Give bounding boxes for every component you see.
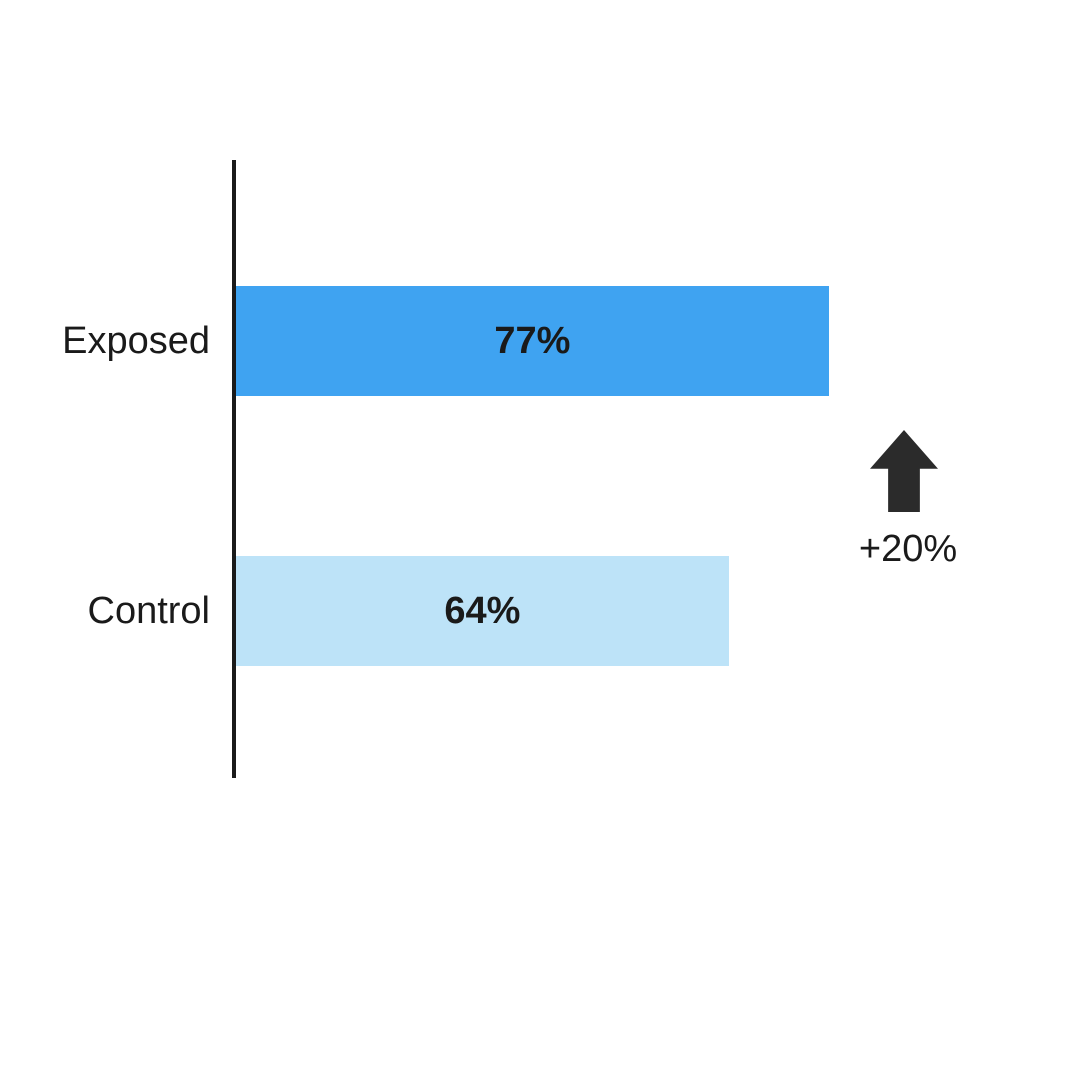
chart-stage: Exposed 77% Control 64% +20%	[0, 0, 1080, 1080]
y-axis-line	[232, 160, 236, 778]
value-label-exposed: 77%	[236, 322, 829, 360]
value-label-control: 64%	[236, 592, 729, 630]
delta-label: +20%	[848, 530, 968, 568]
arrow-up-icon	[870, 430, 938, 512]
category-label-exposed: Exposed	[0, 322, 210, 360]
category-label-control: Control	[0, 592, 210, 630]
